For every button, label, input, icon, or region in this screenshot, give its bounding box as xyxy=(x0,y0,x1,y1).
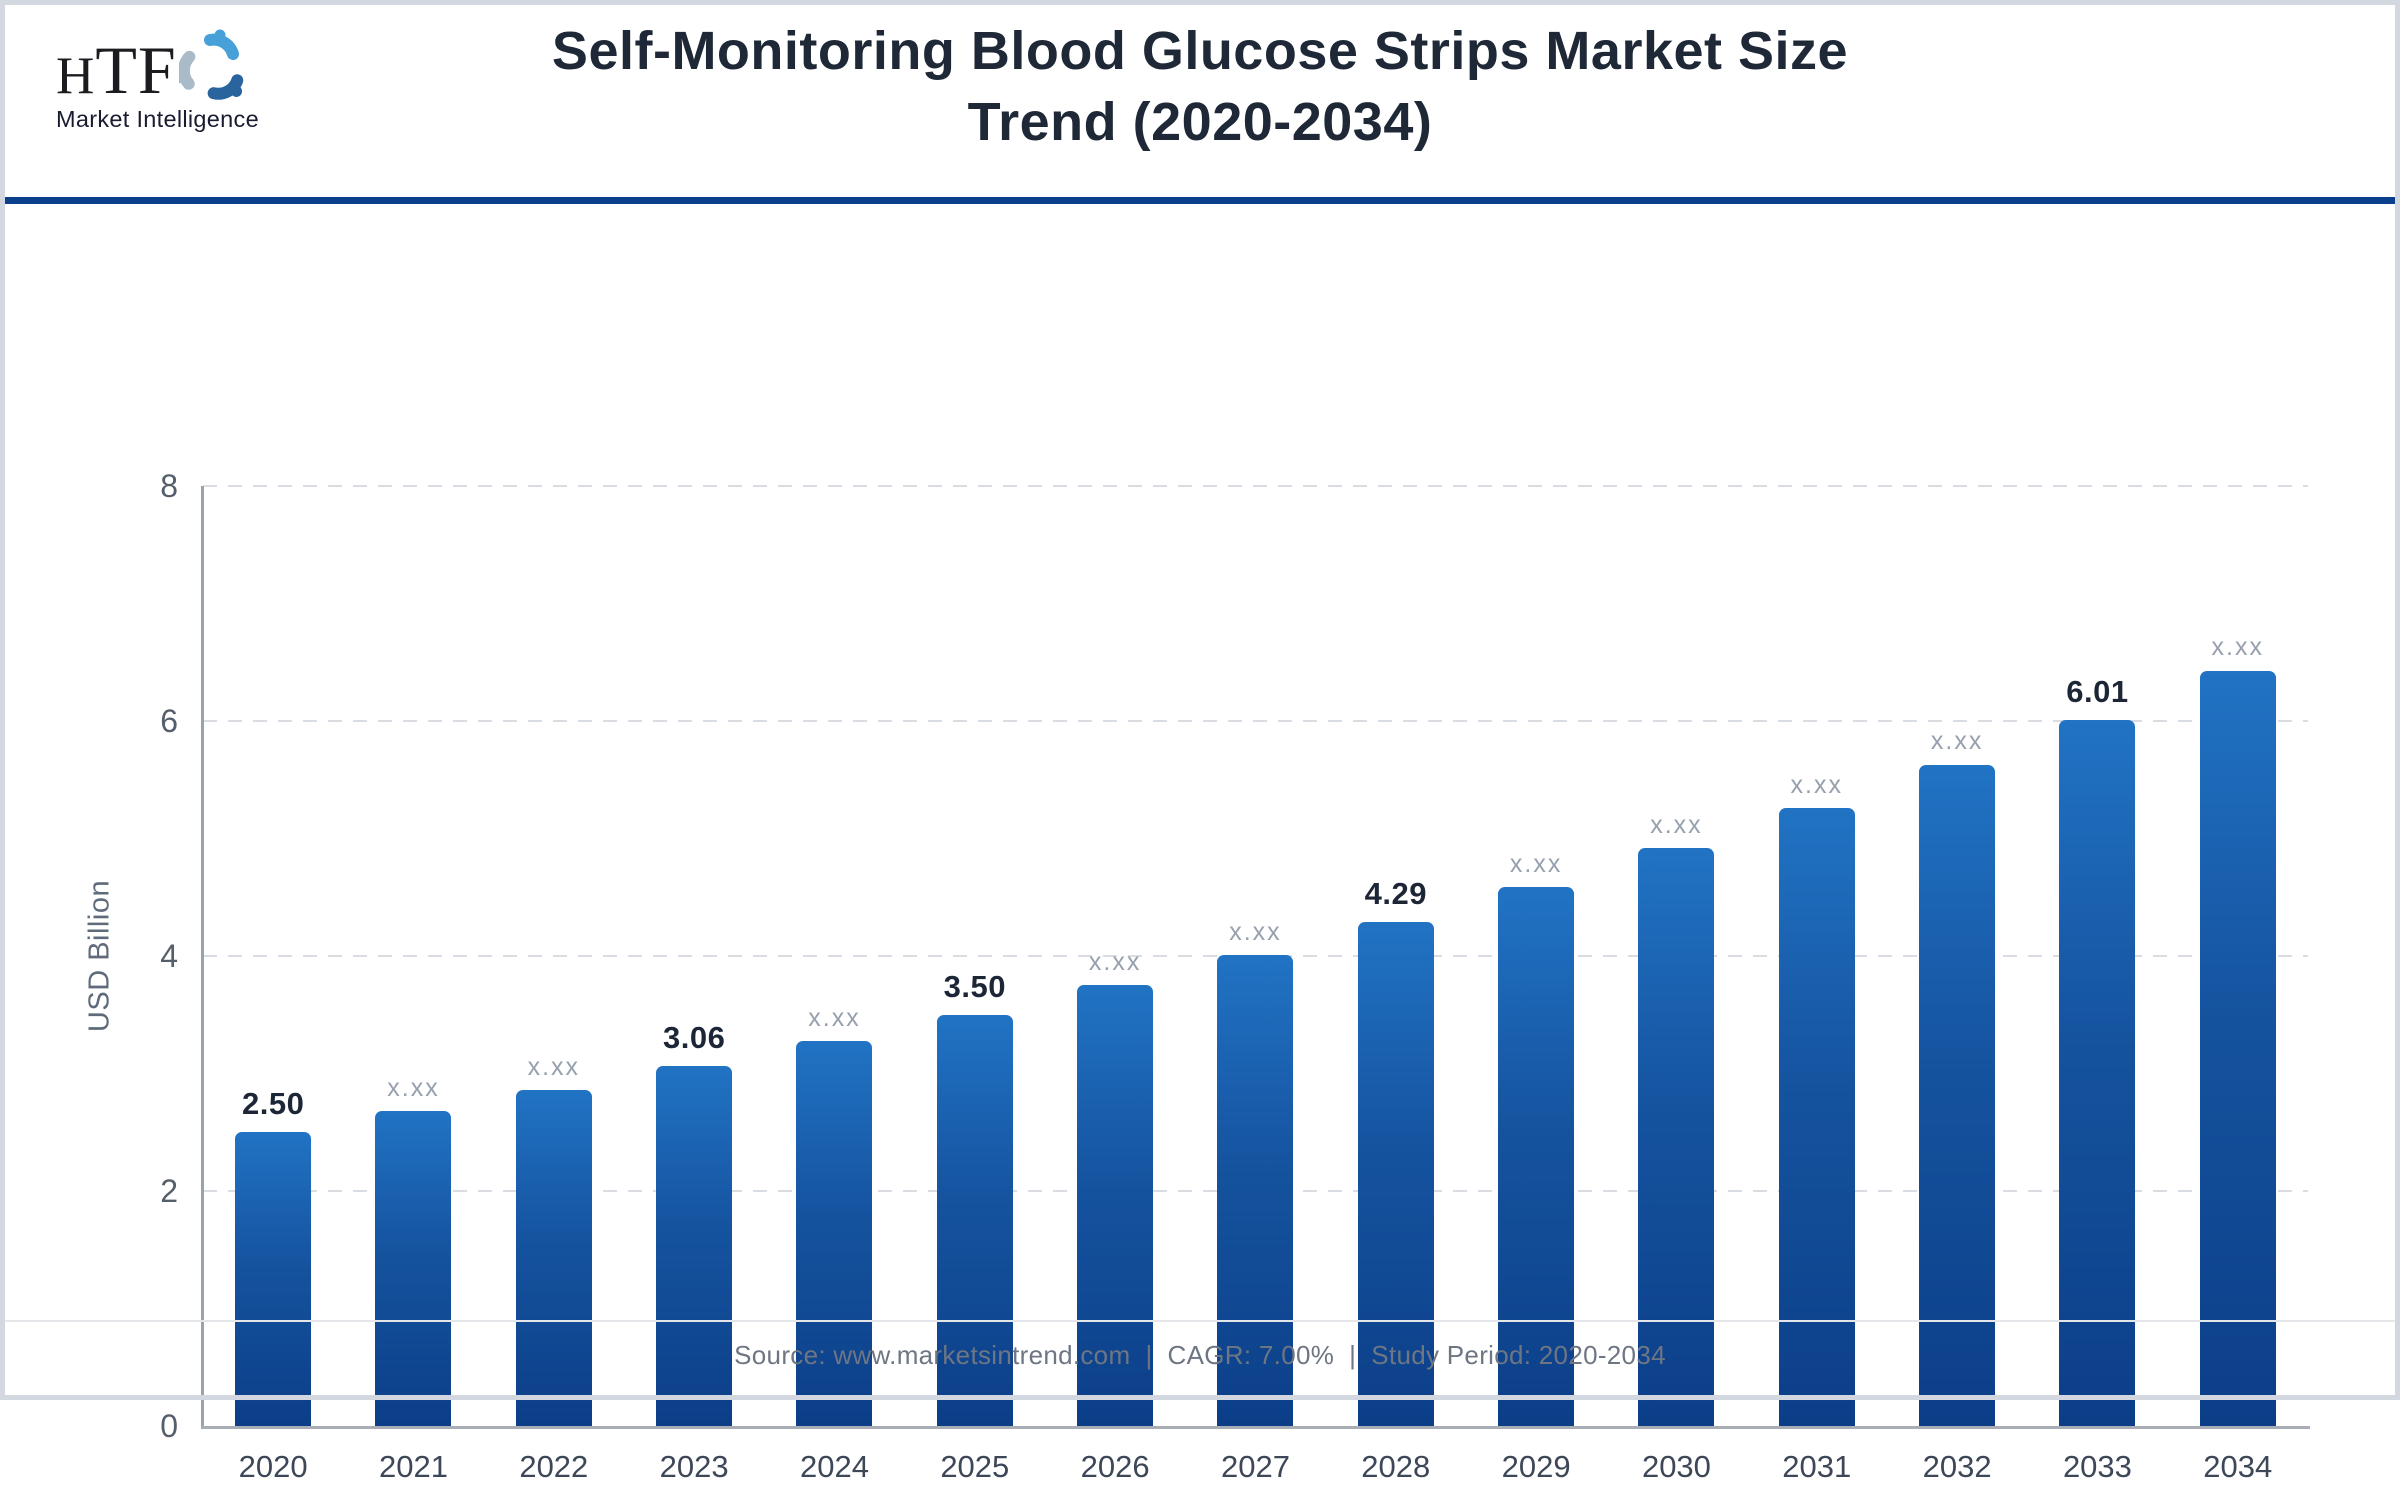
x-tick-label-2034: 2034 xyxy=(2203,1449,2273,1484)
bar-2034 xyxy=(2199,670,2276,1426)
bar-2029 xyxy=(1498,886,1575,1426)
bar-value-label-2032: x.xx xyxy=(1930,727,1984,756)
bar-2028 xyxy=(1357,921,1434,1426)
bars-container: 2.50 x.xx x.xx 3.06 x.xx 3.50 x.xx x.xx 4.29 x.xx… xyxy=(203,486,2308,1426)
bar-2023 xyxy=(656,1066,733,1426)
bar-slot-2023: 3.06 xyxy=(624,486,764,1426)
x-tick-label-2031: 2031 xyxy=(1782,1449,1852,1484)
bar-2021 xyxy=(375,1111,452,1426)
bar-slot-2021: x.xx xyxy=(343,486,483,1426)
bar-slot-2027: x.xx xyxy=(1185,486,1325,1426)
y-tick-label-2: 2 xyxy=(160,1173,178,1209)
bar-slot-2029: x.xx xyxy=(1466,486,1606,1426)
chart-title: Self-Monitoring Blood Glucose Strips Mar… xyxy=(300,16,2100,158)
x-tick-label-2032: 2032 xyxy=(1922,1449,1992,1484)
y-tick-label-8: 8 xyxy=(160,468,178,504)
bar-2022 xyxy=(515,1089,592,1426)
bar-2024 xyxy=(796,1040,873,1426)
bar-slot-2025: 3.50 xyxy=(905,486,1045,1426)
bar-value-label-2021: x.xx xyxy=(387,1074,440,1103)
bar-2031 xyxy=(1778,808,1855,1426)
bar-value-label-2023: 3.06 xyxy=(662,1020,726,1056)
gridline-y8 xyxy=(203,485,2308,487)
x-tick-label-2033: 2033 xyxy=(2062,1449,2132,1484)
bar-slot-2024: x.xx xyxy=(764,486,904,1426)
bar-value-label-2027: x.xx xyxy=(1229,917,1282,946)
bar-2025 xyxy=(936,1014,1013,1426)
three-swirl-figures-icon xyxy=(178,29,243,100)
x-tick-label-2027: 2027 xyxy=(1220,1449,1290,1484)
x-tick-label-2028: 2028 xyxy=(1361,1449,1431,1484)
bar-slot-2022: x.xx xyxy=(484,486,624,1426)
header-divider xyxy=(0,197,2400,204)
bar-slot-2033: 6.01 xyxy=(2027,486,2167,1426)
gridline-y6 xyxy=(203,720,2308,722)
y-tick-label-4: 4 xyxy=(160,938,178,974)
htf-logo: HTF Market Inte xyxy=(56,26,296,133)
bar-value-label-2033: 6.01 xyxy=(2066,673,2129,709)
bar-value-label-2024: x.xx xyxy=(808,1003,861,1032)
chart-title-line2: Trend (2020-2034) xyxy=(967,92,1433,152)
bar-slot-2030: x.xx xyxy=(1606,486,1746,1426)
bar-value-label-2028: 4.29 xyxy=(1364,875,1427,911)
bar-2032 xyxy=(1919,764,1996,1426)
bar-2026 xyxy=(1077,985,1154,1426)
header: HTF Market Inte xyxy=(0,0,2400,197)
y-tick-label-6: 6 xyxy=(160,703,178,739)
bar-slot-2026: x.xx xyxy=(1045,486,1185,1426)
x-axis-line xyxy=(201,1426,2310,1429)
bar-slot-2032: x.xx xyxy=(1887,486,2027,1426)
bar-chart: 0 2 4 6 8 USD Billion 2.50 x.xx x.xx 3.06 x.xx 3.… xyxy=(0,204,2400,1484)
y-axis-line xyxy=(201,486,204,1429)
bar-value-label-2029: x.xx xyxy=(1509,849,1563,878)
logo-subtext: Market Intelligence xyxy=(56,106,259,132)
footer-source-text: Source: www.marketsintrend.com | CAGR: 7… xyxy=(734,1340,1666,1370)
bar-slot-2020: 2.50 xyxy=(203,486,343,1426)
x-tick-label-2030: 2030 xyxy=(1641,1449,1711,1484)
bar-value-label-2031: x.xx xyxy=(1790,770,1843,799)
x-tick-label-2023: 2023 xyxy=(659,1449,729,1484)
y-tick-label-0: 0 xyxy=(160,1408,178,1444)
bar-slot-2028: 4.29 xyxy=(1326,486,1466,1426)
bar-value-label-2030: x.xx xyxy=(1650,810,1703,839)
bar-slot-2031: x.xx xyxy=(1747,486,1887,1426)
y-axis-title: USD Billion xyxy=(83,879,116,1033)
x-tick-label-2029: 2029 xyxy=(1501,1449,1571,1484)
x-tick-label-2021: 2021 xyxy=(379,1449,448,1484)
bar-value-label-2022: x.xx xyxy=(527,1052,581,1081)
chart-title-line1: Self-Monitoring Blood Glucose Strips Mar… xyxy=(551,21,1849,81)
bar-slot-2034: x.xx xyxy=(2168,486,2308,1426)
bar-value-label-2026: x.xx xyxy=(1088,948,1142,977)
x-tick-label-2022: 2022 xyxy=(519,1449,589,1484)
bar-value-label-2034: x.xx xyxy=(2211,633,2264,662)
x-tick-label-2024: 2024 xyxy=(799,1449,869,1484)
bar-value-label-2020: 2.50 xyxy=(241,1086,305,1122)
bar-2033 xyxy=(2059,719,2136,1426)
x-tick-label-2026: 2026 xyxy=(1080,1449,1150,1484)
bar-2030 xyxy=(1638,847,1715,1426)
logo-text: HTF xyxy=(56,32,177,108)
x-tick-label-2025: 2025 xyxy=(940,1449,1010,1484)
footer-divider xyxy=(5,1320,2395,1322)
bar-value-label-2025: 3.50 xyxy=(943,968,1006,1004)
x-axis-labels: 2020 2021 2022 2023 2024 2025 2026 2027 2028 2029… xyxy=(203,1449,2308,1485)
bar-2027 xyxy=(1217,954,1294,1426)
x-tick-label-2020: 2020 xyxy=(238,1449,308,1484)
bar-2020 xyxy=(235,1132,312,1426)
